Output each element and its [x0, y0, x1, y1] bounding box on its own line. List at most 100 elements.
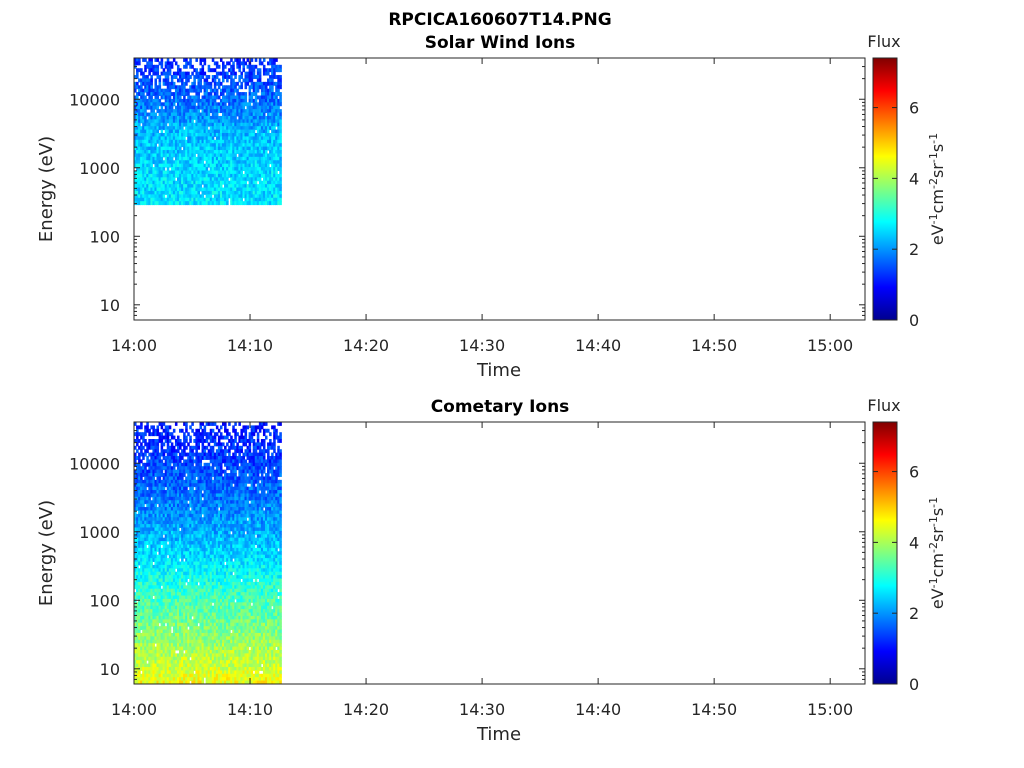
- heatmap-cell: [273, 517, 276, 522]
- heatmap-cell: [154, 439, 158, 443]
- heatmap-cell: [191, 136, 194, 141]
- heatmap-cell: [191, 428, 194, 433]
- heatmap-cell: [207, 180, 211, 185]
- heatmap-cell: [168, 530, 172, 535]
- heatmap-cell: [156, 520, 160, 525]
- heatmap-cell: [156, 122, 160, 127]
- heatmap-cell: [213, 473, 217, 477]
- heatmap-cell: [176, 143, 180, 148]
- heatmap-cell: [156, 139, 160, 144]
- heatmap-cell: [189, 58, 192, 62]
- heatmap-cell: [258, 442, 262, 447]
- heatmap-cell: [162, 422, 166, 426]
- heatmap-cell: [152, 115, 155, 120]
- heatmap-cell: [248, 153, 252, 158]
- heatmap-cell: [148, 102, 151, 107]
- heatmap-cell: [162, 78, 166, 83]
- heatmap-cell: [185, 435, 188, 440]
- heatmap-cell: [150, 513, 153, 518]
- heatmap-cell: [197, 469, 200, 474]
- heatmap-cell: [152, 190, 155, 195]
- heatmap-cell: [254, 184, 258, 189]
- heatmap-cell: [197, 143, 200, 148]
- heatmap-cell: [203, 167, 207, 172]
- heatmap-cell: [183, 153, 186, 158]
- heatmap-cell: [174, 197, 178, 202]
- heatmap-cell: [248, 115, 252, 120]
- heatmap-cell: [176, 112, 180, 117]
- heatmap-cell: [275, 530, 278, 535]
- heatmap-cell: [183, 139, 186, 144]
- heatmap-cell: [271, 194, 274, 199]
- heatmap-cell: [232, 78, 235, 83]
- heatmap-cell: [258, 456, 262, 460]
- heatmap-cell: [203, 133, 207, 137]
- heatmap-cell: [279, 439, 282, 443]
- heatmap-cell: [254, 122, 258, 127]
- heatmap-cell: [152, 490, 155, 494]
- heatmap-cell: [256, 483, 260, 488]
- heatmap-cell: [244, 473, 248, 477]
- heatmap-cell: [215, 466, 219, 471]
- heatmap-cell: [152, 180, 155, 185]
- heatmap-cell: [199, 517, 203, 522]
- heatmap-cell: [250, 92, 254, 96]
- heatmap-cell: [176, 119, 180, 124]
- heatmap-cell: [160, 524, 164, 528]
- heatmap-cell: [142, 432, 145, 437]
- heatmap-cell: [154, 112, 158, 117]
- heatmap-cell: [195, 500, 198, 505]
- heatmap-cell: [246, 160, 250, 165]
- heatmap-cell: [234, 422, 237, 426]
- heatmap-cell: [238, 459, 241, 464]
- heatmap-cell: [248, 122, 252, 127]
- heatmap-cell: [166, 115, 170, 120]
- heatmap-cell: [215, 167, 219, 172]
- heatmap-cell: [172, 513, 176, 518]
- heatmap-cell: [138, 500, 141, 505]
- heatmap-cell: [185, 483, 188, 488]
- heatmap-cell: [166, 163, 170, 168]
- heatmap-cell: [189, 513, 192, 518]
- heatmap-cell: [179, 439, 182, 443]
- heatmap-cell: [140, 517, 143, 522]
- heatmap-cell: [254, 95, 258, 100]
- heatmap-cell: [138, 513, 141, 518]
- heatmap-cell: [181, 520, 184, 525]
- heatmap-cell: [224, 167, 227, 172]
- heatmap-cell: [166, 517, 170, 522]
- heatmap-cell: [203, 466, 207, 471]
- heatmap-cell: [219, 187, 223, 192]
- heatmap-cell: [134, 483, 137, 488]
- heatmap-cell: [273, 119, 276, 124]
- heatmap-cell: [134, 163, 137, 168]
- heatmap-cell: [279, 150, 282, 154]
- heatmap-cell: [244, 462, 248, 467]
- heatmap-cell: [166, 139, 170, 144]
- heatmap-cell: [215, 459, 219, 464]
- heatmap-cell: [242, 160, 246, 165]
- heatmap-cell: [267, 187, 270, 192]
- heatmap-cell: [162, 126, 166, 131]
- heatmap-cell: [252, 449, 256, 454]
- heatmap-cell: [152, 452, 155, 457]
- heatmap-cell: [164, 190, 168, 195]
- heatmap-cell: [179, 190, 182, 195]
- heatmap-cell: [217, 133, 221, 137]
- heatmap-cell: [228, 173, 231, 178]
- heatmap-cell: [211, 197, 215, 202]
- heatmap-cell: [203, 88, 207, 93]
- heatmap-cell: [240, 85, 243, 90]
- heatmap-cell: [134, 153, 137, 158]
- heatmap-cell: [254, 102, 258, 107]
- heatmap-cell: [240, 146, 243, 151]
- heatmap-cell: [146, 153, 149, 158]
- heatmap-cell: [271, 507, 274, 511]
- heatmap-cell: [271, 167, 274, 172]
- heatmap-cell: [170, 115, 174, 120]
- heatmap-cell: [160, 510, 164, 515]
- heatmap-cell: [209, 483, 213, 488]
- heatmap-cell: [160, 527, 164, 532]
- heatmap-cell: [201, 432, 205, 437]
- heatmap-cell: [271, 75, 274, 79]
